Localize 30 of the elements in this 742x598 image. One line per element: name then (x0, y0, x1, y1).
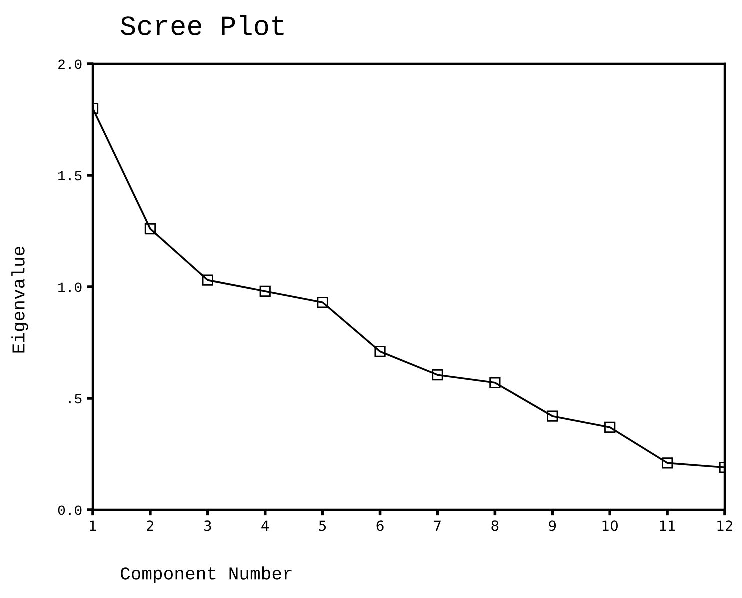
point (374, 346, 386, 358)
x-tick-label: 3 (204, 520, 212, 532)
y-tick-label: 1.5 (58, 171, 82, 181)
point (144, 223, 156, 235)
point (202, 274, 214, 286)
y-tick-label: .5 (69, 394, 82, 404)
point (604, 422, 616, 434)
point (490, 377, 501, 388)
x-tick-label: 4 (262, 520, 270, 531)
x-tick-label: 8 (492, 520, 499, 532)
x-tick-label: 9 (549, 520, 556, 532)
y-tick-label: 0.0 (58, 506, 82, 516)
chart-title: Scree Plot (121, 15, 284, 36)
x-tick-label: 1 (90, 520, 96, 531)
y-tick-label: 2.0 (58, 60, 82, 70)
point (317, 297, 328, 308)
x-tick-label: 7 (434, 520, 441, 531)
x-tick-label: 10 (602, 520, 618, 532)
point (432, 370, 444, 381)
x-tick-label: 2 (147, 520, 154, 531)
point (662, 458, 674, 469)
x-tick-label: 12 (718, 520, 732, 531)
x-tick-label: 5 (319, 520, 326, 532)
x-axis-title: Component Number (120, 566, 292, 584)
x-tick-label: 11 (660, 520, 676, 531)
point (260, 286, 271, 298)
x-tick-label: 6 (376, 520, 384, 532)
y-tick-label: 1.0 (58, 282, 82, 292)
y-axis-title: Eigenvalue (12, 247, 28, 353)
point (547, 410, 558, 422)
